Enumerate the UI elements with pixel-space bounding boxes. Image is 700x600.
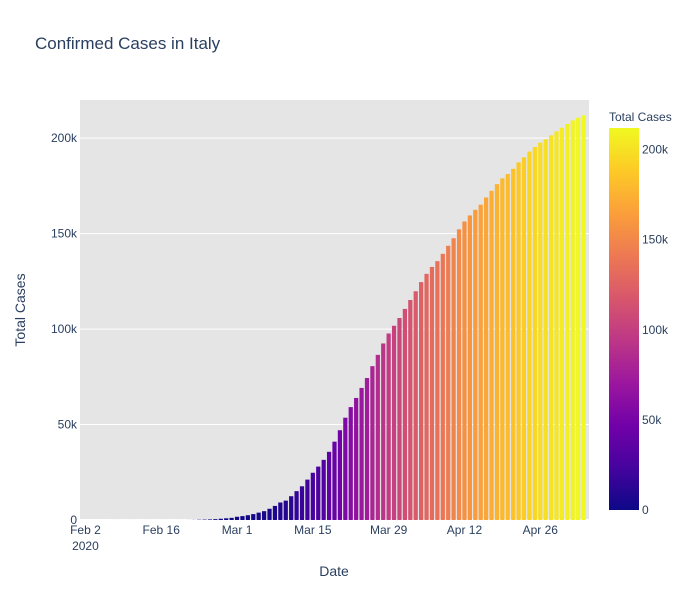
bar xyxy=(554,131,559,520)
bar xyxy=(207,519,213,520)
x-tick-label: Mar 29 xyxy=(370,523,408,537)
bar xyxy=(224,518,229,520)
bar xyxy=(489,190,494,520)
bar xyxy=(305,479,310,520)
bar xyxy=(424,273,429,520)
bar xyxy=(261,511,267,520)
bar xyxy=(576,117,581,520)
bars xyxy=(110,115,586,521)
bar xyxy=(570,120,575,521)
bar xyxy=(218,518,223,520)
bar xyxy=(429,266,435,520)
y-tick-label: 50k xyxy=(58,418,78,432)
bar xyxy=(538,142,543,520)
y-tick-label: 100k xyxy=(51,322,78,336)
bar xyxy=(251,514,256,520)
bar xyxy=(516,162,521,520)
bar xyxy=(381,343,386,520)
bar xyxy=(500,178,505,520)
bar xyxy=(391,325,397,520)
bar xyxy=(289,496,294,520)
bar xyxy=(440,253,445,520)
bar xyxy=(364,377,370,520)
chart-title: Confirmed Cases in Italy xyxy=(35,34,221,53)
bar xyxy=(402,308,407,520)
x-axis-label: Date xyxy=(319,563,349,579)
bar xyxy=(337,430,343,520)
y-tick-label: 0 xyxy=(70,513,77,527)
bar xyxy=(494,184,500,520)
bar xyxy=(397,318,402,520)
bar xyxy=(559,127,565,520)
colorbar-tick-label: 100k xyxy=(642,323,669,337)
bar xyxy=(316,466,321,520)
y-axis-ticks: 0 50k 100k 150k 200k xyxy=(51,131,78,527)
y-tick-label: 150k xyxy=(51,227,78,241)
bar xyxy=(370,366,375,520)
bar xyxy=(234,516,240,520)
bar xyxy=(581,115,586,520)
bar xyxy=(527,151,532,520)
x-tick-year: 2020 xyxy=(72,539,99,553)
bar xyxy=(245,515,250,520)
bar xyxy=(462,221,467,521)
bar xyxy=(419,282,424,520)
bar xyxy=(326,451,332,520)
bar xyxy=(521,157,527,520)
bar xyxy=(446,245,451,521)
bar xyxy=(565,124,570,520)
bar xyxy=(321,459,326,520)
bar xyxy=(375,354,380,520)
bar xyxy=(505,174,510,520)
colorbar-tick-label: 50k xyxy=(642,413,662,427)
x-tick-label: Feb 2 xyxy=(70,523,101,537)
bar xyxy=(240,516,245,520)
colorbar: 0 50k 100k 150k 200k xyxy=(609,128,669,517)
bar xyxy=(386,333,391,520)
colorbar-tick-label: 150k xyxy=(642,233,669,247)
bar xyxy=(229,517,234,520)
bar xyxy=(408,299,413,520)
x-tick-label: Apr 12 xyxy=(447,523,483,537)
bar xyxy=(332,441,337,520)
bar xyxy=(548,135,554,520)
bar xyxy=(413,291,418,520)
x-tick-label: Mar 15 xyxy=(294,523,332,537)
bar xyxy=(299,486,305,520)
y-tick-label: 200k xyxy=(51,131,78,145)
x-tick-label: Mar 1 xyxy=(222,523,253,537)
bar xyxy=(294,491,299,520)
bar xyxy=(354,397,359,520)
bar xyxy=(272,505,278,520)
bar xyxy=(435,261,440,520)
x-tick-label: Feb 16 xyxy=(143,523,181,537)
bar xyxy=(484,197,489,521)
bar xyxy=(213,519,218,520)
bar xyxy=(467,215,472,520)
bar xyxy=(451,238,456,520)
bar xyxy=(278,502,283,520)
bar xyxy=(473,209,478,521)
colorbar-gradient xyxy=(609,128,639,510)
bar xyxy=(348,407,353,520)
bar xyxy=(343,417,348,520)
bar xyxy=(511,168,516,520)
bar xyxy=(543,139,548,521)
bar xyxy=(456,229,462,521)
x-tick-label: Apr 26 xyxy=(523,523,559,537)
bar xyxy=(532,147,537,520)
colorbar-title: Total Cases xyxy=(609,110,672,124)
bar xyxy=(256,512,261,520)
bar xyxy=(310,472,315,520)
bar xyxy=(283,500,288,520)
colorbar-tick-label: 0 xyxy=(642,503,649,517)
x-axis-ticks: Feb 2 Feb 16 Mar 1 Mar 15 Mar 29 Apr 12 Apr 26… xyxy=(70,523,558,553)
bar xyxy=(359,387,364,520)
bar xyxy=(267,508,272,520)
colorbar-tick-label: 200k xyxy=(642,143,669,157)
bar xyxy=(478,204,483,520)
